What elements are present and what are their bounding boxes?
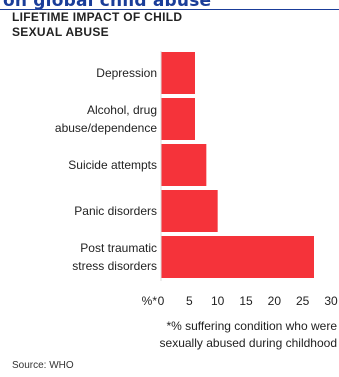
chart-title-text: LIFETIME IMPACT OF CHILD SEXUAL ABUSE: [12, 10, 183, 39]
chart-title: LIFETIME IMPACT OF CHILD SEXUAL ABUSE: [12, 10, 212, 40]
footnote-line-1: *% suffering condition who were: [166, 319, 337, 333]
bar-3: [161, 144, 207, 186]
x-axis-unit-label: %*: [142, 294, 158, 308]
x-tick-label-15: 15: [239, 294, 253, 308]
category-label-2-line-1: Alcohol, drug: [87, 103, 157, 117]
footnote-line-2: sexually abused during childhood: [159, 336, 337, 350]
x-tick-label-30: 30: [324, 294, 338, 308]
category-label-4-line-1: Panic disorders: [74, 204, 157, 218]
header-banner: on global child abuse: [0, 0, 339, 10]
x-tick-label-10: 10: [211, 294, 225, 308]
bar-5: [161, 236, 314, 278]
category-label-2-line-2: abuse/dependence: [55, 121, 157, 135]
chart-footnote: *% suffering condition who were sexually…: [0, 318, 339, 352]
bar-4: [161, 190, 218, 232]
x-tick-label-20: 20: [268, 294, 282, 308]
x-tick-label-25: 25: [296, 294, 310, 308]
category-label-1-line-1: Depression: [96, 66, 157, 80]
bar-1: [161, 52, 195, 94]
bar-2: [161, 98, 195, 140]
x-tick-label-5: 5: [186, 294, 193, 308]
banner-underline: [0, 9, 339, 10]
banner-text: on global child abuse: [3, 0, 212, 10]
category-label-5-line-1: Post traumatic: [80, 241, 157, 255]
category-label-5-line-2: stress disorders: [72, 259, 157, 273]
x-tick-label-0: 0: [158, 294, 165, 308]
source-note: Source: WHO: [12, 360, 74, 371]
category-label-3-line-1: Suicide attempts: [68, 158, 157, 172]
